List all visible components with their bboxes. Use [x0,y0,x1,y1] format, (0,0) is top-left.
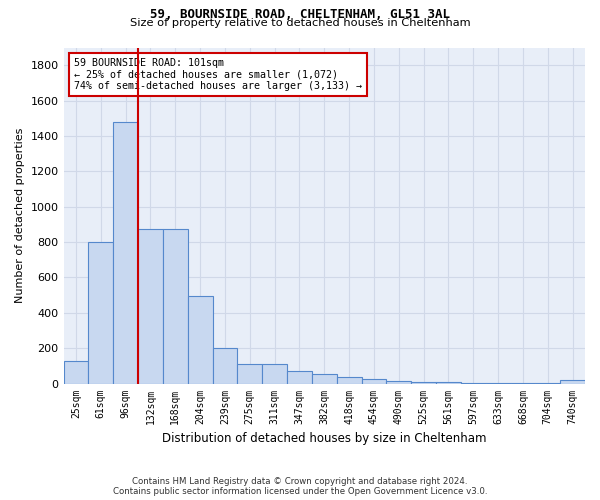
Bar [312,374,337,384]
Bar [138,229,163,384]
Bar [287,371,312,384]
Bar [64,362,88,384]
Bar [511,382,535,384]
Bar [188,296,212,384]
Bar [461,382,485,384]
Bar [113,122,138,384]
Y-axis label: Number of detached properties: Number of detached properties [15,128,25,303]
Bar [163,229,188,384]
Bar [436,382,461,384]
Bar [386,381,411,384]
Text: 59 BOURNSIDE ROAD: 101sqm
← 25% of detached houses are smaller (1,072)
74% of se: 59 BOURNSIDE ROAD: 101sqm ← 25% of detac… [74,58,362,91]
Bar [362,379,386,384]
Bar [485,382,511,384]
Bar [535,382,560,384]
Bar [88,242,113,384]
Text: Size of property relative to detached houses in Cheltenham: Size of property relative to detached ho… [130,18,470,28]
Bar [262,364,287,384]
Text: 59, BOURNSIDE ROAD, CHELTENHAM, GL51 3AL: 59, BOURNSIDE ROAD, CHELTENHAM, GL51 3AL [150,8,450,20]
Bar [411,382,436,384]
X-axis label: Distribution of detached houses by size in Cheltenham: Distribution of detached houses by size … [162,432,487,445]
Text: Contains HM Land Registry data © Crown copyright and database right 2024.
Contai: Contains HM Land Registry data © Crown c… [113,476,487,496]
Bar [238,364,262,384]
Bar [212,348,238,384]
Bar [337,378,362,384]
Bar [560,380,585,384]
